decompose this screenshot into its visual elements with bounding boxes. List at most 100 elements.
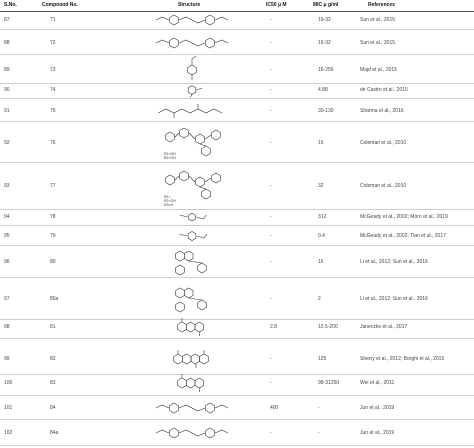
mic-cell: 16 [318, 140, 324, 146]
structure-drawing [147, 345, 237, 373]
reference-cell: McGeady et al., 2002; Moro et al., 2019 [360, 214, 448, 220]
structure-drawing [147, 55, 237, 82]
compound-cell: 81 [50, 324, 56, 330]
table-row: 100 83 - 98-31250 Wei et al., 2011 [0, 371, 474, 396]
mic-cell: 0.4 [318, 233, 325, 239]
table-row: 96 80 - 16 Li et al., 2012; Sun et al., 2016 [0, 247, 474, 278]
mic-cell: 312 [318, 214, 327, 220]
reference-cell: Wei et al., 2011 [360, 380, 395, 386]
compound-cell: 73 [50, 67, 56, 73]
sno-cell: 89 [4, 67, 10, 73]
sno-cell: 90 [4, 87, 10, 93]
compound-cell: 77 [50, 183, 56, 189]
reference-cell: Li et al., 2012; Sun et al., 2016 [360, 296, 428, 302]
structure-svg [155, 402, 229, 414]
table-row: 92 76 - 16 Coleman et al., 2010 R1=OH R2=OH [0, 124, 474, 163]
compound-cell: 82 [50, 356, 56, 362]
structure-sublabel: R1= [164, 195, 171, 199]
reference-cell: Sharma et al., 2016 [360, 108, 404, 114]
table-row: 102 84a - - Jun et al., 2019 [0, 421, 474, 446]
sno-cell: 98 [4, 324, 10, 330]
mic-cell: 12.5-200 [318, 324, 338, 330]
sno-cell: 95 [4, 233, 10, 239]
sno-cell: 96 [4, 259, 10, 265]
ic50-cell: - [270, 108, 272, 114]
header-ic50: IC50 μ M [266, 2, 287, 8]
ic50-cell: - [270, 296, 272, 302]
structure-sublabel: R3=H [164, 203, 174, 207]
ic50-cell: - [270, 259, 272, 265]
structure-svg [157, 104, 223, 118]
structure-drawing [147, 398, 237, 418]
structure-drawing [147, 317, 237, 337]
mic-cell: - [318, 405, 320, 411]
mic-cell: 125 [318, 356, 327, 362]
table-row: 93 77 - 32 Coleman et al., 2010 R1= R2=OH R3=H [0, 163, 474, 210]
sno-cell: 102 [4, 430, 13, 436]
structure-svg [155, 427, 229, 439]
table-row: 94 78 - 312 McGeady et al., 2002; Moro et al… [0, 209, 474, 226]
reference-cell: Jun et al., 2019 [360, 430, 395, 436]
structure-svg [177, 318, 204, 336]
sno-cell: 94 [4, 214, 10, 220]
ic50-cell: - [270, 233, 272, 239]
mic-cell: 16-256 [318, 67, 334, 73]
sno-cell: 92 [4, 140, 10, 146]
structure-drawing [147, 83, 237, 98]
compound-cell: 84 [50, 405, 56, 411]
reference-cell: Li et al., 2012; Sun et al., 2016 [360, 259, 428, 265]
structure-svg [175, 250, 207, 276]
structure-drawing [147, 422, 237, 444]
compound-cell: 79 [50, 233, 56, 239]
table-row: 88 72 - 16-32 Sun et al., 2015 [0, 32, 474, 55]
reference-cell: Sherry et al., 2012; Borghi et al., 2015 [360, 356, 445, 362]
structure-drawing [147, 102, 237, 120]
ic50-cell: - [270, 17, 272, 23]
header-compound: Compound No. [42, 2, 78, 8]
header-references: References [368, 2, 395, 8]
structure-svg [187, 85, 203, 98]
structure-drawing [147, 33, 237, 53]
reference-cell: Sun et al., 2015 [360, 17, 396, 23]
structure-drawing [147, 12, 237, 28]
compound-cell: 72 [50, 40, 56, 46]
reference-cell: Coleman et al., 2010 [360, 140, 407, 146]
structure-svg [155, 14, 229, 26]
sno-cell: 93 [4, 183, 10, 189]
ic50-cell: - [270, 67, 272, 73]
reference-cell: Janeczko et al., 2017 [360, 324, 408, 330]
structure-drawing [147, 280, 237, 318]
structure-sublabel: R2=OH [164, 156, 176, 160]
table-row: 99 82 - 125 Sherry et al., 2012; Borghi et a… [0, 344, 474, 375]
reference-cell: Jun et al., 2019 [360, 405, 395, 411]
compound-cell: 78 [50, 214, 56, 220]
structure-svg [179, 212, 207, 222]
compound-cell: 75 [50, 108, 56, 114]
ic50-cell: - [270, 356, 272, 362]
ic50-cell: - [270, 87, 272, 93]
structure-drawing [147, 228, 237, 244]
structure-drawing: R1=OH R2=OH [147, 125, 237, 161]
structure-svg [177, 374, 204, 392]
ic50-cell: - [270, 214, 272, 220]
reference-cell: Majd et al., 2015 [360, 67, 397, 73]
table-row: 90 74 - 4.88 de Castro et al., 2015 [0, 82, 474, 99]
compound-cell: 74 [50, 87, 56, 93]
table-header: S.No. Compound No. Structure IC50 μ M MI… [0, 0, 474, 12]
structure-drawing [147, 210, 237, 224]
sno-cell: 97 [4, 296, 10, 302]
table-row: 87 71 - 16-32 Sun et al., 2015 [0, 11, 474, 30]
ic50-cell: - [270, 183, 272, 189]
sno-cell: 91 [4, 108, 10, 114]
mic-cell: 30-130 [318, 108, 334, 114]
sno-cell: 87 [4, 17, 10, 23]
mic-cell: 2 [318, 296, 321, 302]
reference-cell: de Castro et al., 2015 [360, 87, 408, 93]
structure-svg [173, 350, 209, 368]
reference-cell: Sun et al., 2015 [360, 40, 396, 46]
structure-drawing [147, 248, 237, 276]
compound-cell: 76 [50, 140, 56, 146]
